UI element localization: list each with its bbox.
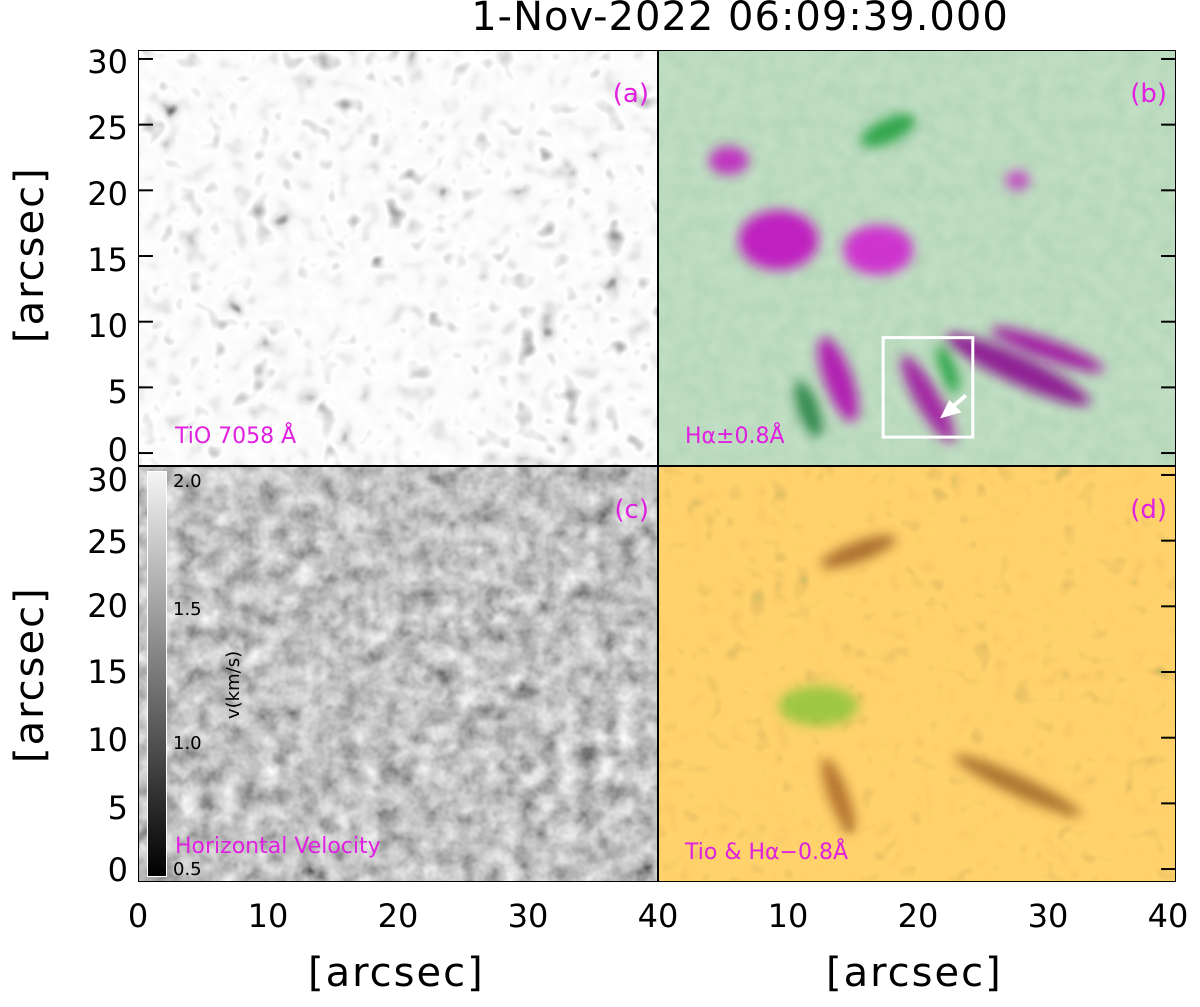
panel-a-tio-image: (a) TiO 7058 Å — [138, 50, 658, 466]
panel-d-overlay-image: (d) Tio & Hα−0.8Å — [658, 466, 1176, 882]
y-tick-lower: 20 — [87, 587, 128, 625]
panel-b-tag: (b) — [1130, 79, 1167, 109]
y-tick-lower: 25 — [87, 523, 128, 561]
halpha-texture — [659, 51, 1175, 465]
panel-c-tag: (c) — [614, 495, 649, 525]
panel-d-label: Tio & Hα−0.8Å — [685, 840, 848, 865]
x-axis-label-right: [arcsec] — [826, 950, 1003, 996]
y-tick-lower: 10 — [87, 721, 128, 759]
y-tick-upper: 10 — [87, 307, 128, 345]
y-tick-upper: 20 — [87, 175, 128, 213]
x-tick: 20 — [377, 897, 419, 935]
panel-c-label: Horizontal Velocity — [175, 834, 381, 859]
x-tick: 10 — [247, 897, 289, 935]
x-tick: 40 — [637, 897, 679, 935]
panel-c-velocity-image: 2.0 1.5 1.0 0.5 v(km/s) (c) Horizontal V… — [138, 466, 658, 882]
y-tick-upper: 25 — [87, 109, 128, 147]
figure-title: 1-Nov-2022 06:09:39.000 — [471, 0, 1009, 40]
y-tick-upper: 30 — [87, 43, 128, 81]
x-tick: 30 — [507, 897, 549, 935]
colorbar-tick: 1.5 — [173, 599, 202, 620]
y-tick-upper: 0 — [107, 431, 128, 469]
y-tick-lower: 0 — [107, 851, 128, 889]
panel-b-label: Hα±0.8Å — [685, 424, 785, 449]
granulation-texture — [139, 51, 657, 465]
y-axis-label-upper: [arcsec] — [7, 166, 53, 343]
x-tick: 10 — [767, 897, 809, 935]
panel-b-halpha-image: (b) Hα±0.8Å — [658, 50, 1176, 466]
y-axis-label-lower: [arcsec] — [7, 586, 53, 763]
highlight-box — [881, 336, 975, 439]
x-tick: 30 — [1027, 897, 1069, 935]
x-axis-label-left: [arcsec] — [308, 950, 485, 996]
y-tick-lower: 30 — [87, 461, 128, 499]
x-tick: 0 — [127, 897, 149, 935]
colorbar-tick: 2.0 — [173, 471, 202, 492]
panel-a-label: TiO 7058 Å — [175, 424, 297, 449]
colorbar-tick: 1.0 — [173, 733, 202, 754]
x-tick: 40 — [1147, 897, 1189, 935]
velocity-texture — [139, 467, 657, 881]
y-tick-lower: 15 — [87, 653, 128, 691]
panel-a-tag: (a) — [612, 79, 649, 109]
y-tick-lower: 5 — [107, 789, 128, 827]
colorbar-tick: 0.5 — [173, 859, 202, 880]
overlay-texture — [659, 467, 1175, 881]
velocity-colorbar — [147, 471, 167, 877]
x-tick: 20 — [897, 897, 939, 935]
arrow-icon — [940, 393, 968, 419]
colorbar-title: v(km/s) — [223, 650, 244, 719]
panel-d-tag: (d) — [1130, 495, 1167, 525]
y-tick-upper: 15 — [87, 241, 128, 279]
y-tick-upper: 5 — [107, 373, 128, 411]
